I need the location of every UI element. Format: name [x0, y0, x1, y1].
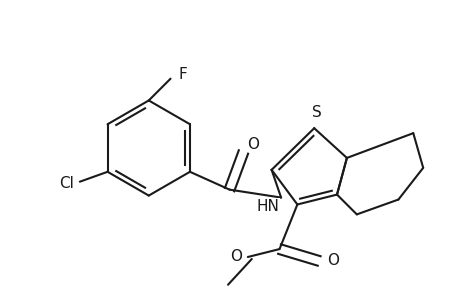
Text: Cl: Cl — [59, 176, 74, 191]
Text: HN: HN — [256, 199, 279, 214]
Text: O: O — [326, 254, 338, 268]
Text: O: O — [230, 248, 241, 263]
Text: S: S — [312, 105, 321, 120]
Text: F: F — [178, 67, 187, 82]
Text: O: O — [247, 136, 259, 152]
